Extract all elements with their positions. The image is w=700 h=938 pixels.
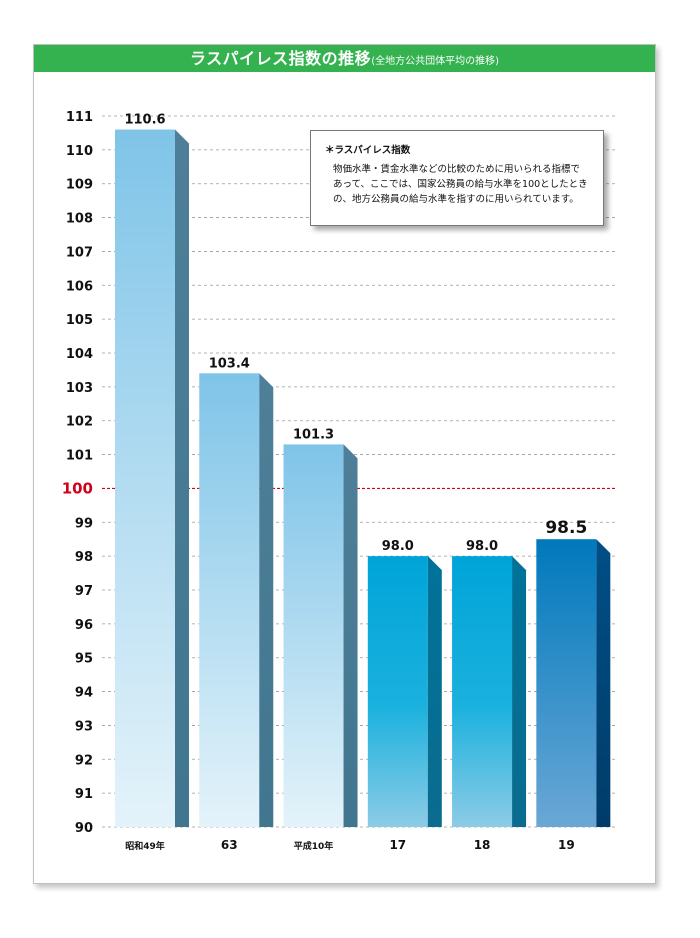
- bar-front: [367, 556, 428, 827]
- y-tick-label: 101: [66, 449, 93, 464]
- bar-side: [259, 373, 274, 827]
- x-tick-label: 18: [474, 838, 491, 852]
- y-tick-label: 93: [75, 719, 93, 734]
- y-tick-label: 92: [75, 753, 93, 768]
- y-tick-label: 108: [66, 212, 93, 227]
- value-label: 103.4: [209, 356, 250, 371]
- y-tick-label: 96: [75, 618, 93, 633]
- y-tick-label: 111: [66, 110, 93, 125]
- x-tick-label: 19: [558, 838, 575, 852]
- bar-side: [427, 556, 442, 827]
- bar-front: [115, 129, 175, 828]
- y-tick-label: 103: [66, 381, 93, 396]
- y-tick-label: 97: [75, 584, 93, 599]
- bar-side: [512, 556, 527, 827]
- x-tick-label: 昭和49年: [125, 840, 165, 852]
- y-tick-label: 107: [66, 245, 93, 260]
- value-label: 101.3: [293, 427, 334, 442]
- bar-front: [199, 373, 260, 827]
- definition-note: ＊ラスパイレス指数 物価水準・賃金水準などの比較のために用いられる指標で あって…: [310, 130, 604, 226]
- y-tick-label: 98: [75, 550, 93, 565]
- y-tick-label: 109: [66, 178, 93, 193]
- y-tick-label: 95: [75, 652, 93, 667]
- y-tick-label: 91: [75, 787, 93, 802]
- value-label: 98.0: [382, 539, 414, 554]
- y-tick-label: 104: [66, 347, 93, 362]
- value-label: 98.5: [545, 518, 587, 538]
- title-bar: ラスパイレス指数の推移(全地方公共団体平均の推移): [34, 45, 655, 72]
- x-tick-label: 17: [389, 838, 406, 852]
- y-tick-label: 90: [75, 821, 93, 836]
- y-tick-label: 100: [62, 479, 93, 497]
- bar: [452, 556, 527, 827]
- bar: [115, 129, 189, 828]
- bar: [536, 539, 611, 827]
- bar-side: [343, 444, 358, 827]
- value-label: 98.0: [466, 539, 498, 554]
- bar-side: [175, 129, 189, 828]
- bar-side: [596, 539, 611, 827]
- chart-subtitle: (全地方公共団体平均の推移): [371, 56, 499, 67]
- x-tick-label: 平成10年: [294, 840, 334, 852]
- x-tick-label: 63: [221, 838, 238, 852]
- y-tick-label: 106: [66, 279, 93, 294]
- y-tick-label: 102: [66, 415, 93, 430]
- bar: [367, 556, 442, 827]
- y-tick-label: 110: [66, 144, 93, 159]
- bar-front: [536, 539, 597, 827]
- chart-title: ラスパイレス指数の推移: [190, 49, 372, 68]
- y-tick-label: 105: [66, 313, 93, 328]
- y-tick-label: 99: [75, 516, 93, 531]
- bar: [283, 444, 358, 827]
- y-tick-label: 94: [75, 686, 93, 701]
- bar: [199, 373, 274, 827]
- bar-front: [452, 556, 513, 827]
- bar-front: [283, 444, 344, 827]
- value-label: 110.6: [124, 113, 165, 128]
- note-title: ＊ラスパイレス指数: [325, 145, 411, 156]
- note-body: 物価水準・賃金水準などの比較のために用いられる指標で あって、ここでは、国家公務…: [333, 164, 588, 205]
